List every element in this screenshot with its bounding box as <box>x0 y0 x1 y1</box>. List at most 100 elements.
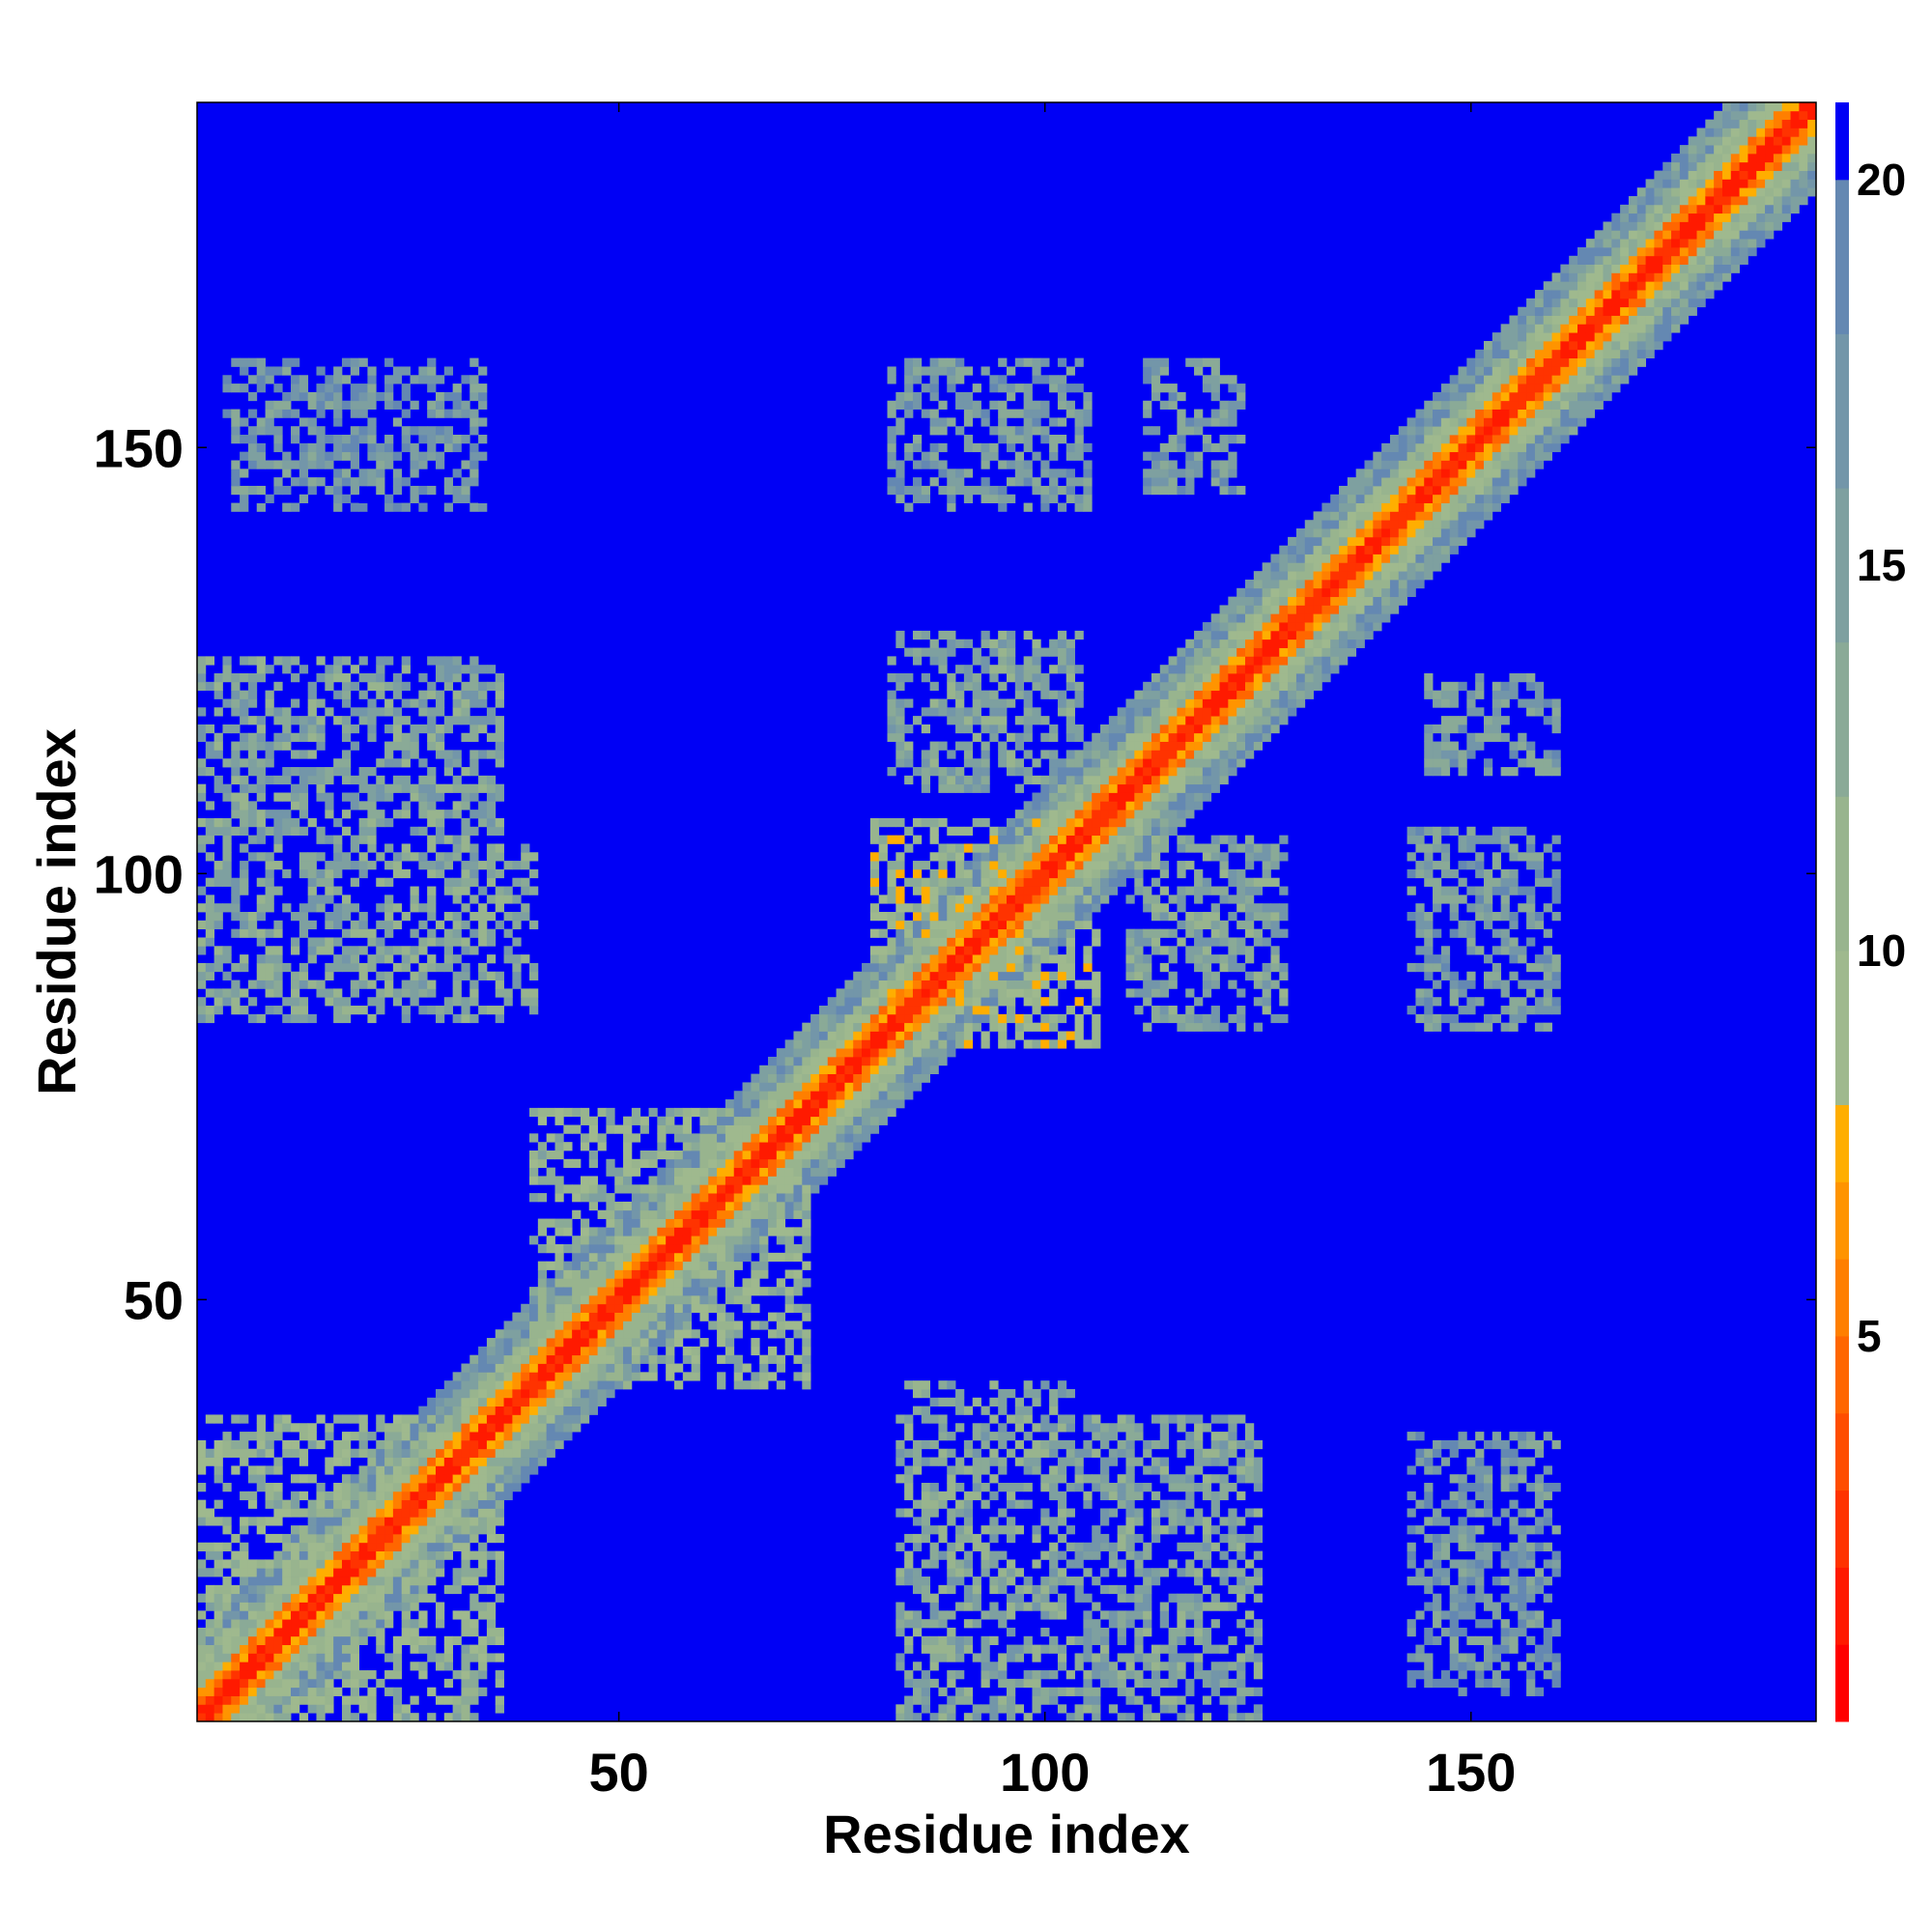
heatmap-cell <box>1040 750 1050 759</box>
heatmap-cell <box>418 1491 428 1501</box>
heatmap-cell <box>844 980 854 989</box>
heatmap-cell <box>197 1644 207 1654</box>
heatmap-cell <box>929 946 939 955</box>
heatmap-cell <box>623 1142 633 1151</box>
heatmap-cell <box>869 1099 880 1109</box>
heatmap-cell <box>921 1533 931 1544</box>
heatmap-cell <box>1057 1644 1067 1654</box>
heatmap-cell <box>1057 1568 1067 1577</box>
heatmap-cell <box>273 1559 283 1569</box>
heatmap-cell <box>862 1031 871 1040</box>
heatmap-cell <box>333 758 343 768</box>
heatmap-cell <box>912 1542 923 1551</box>
heatmap-cell <box>1057 1031 1067 1040</box>
heatmap-cell <box>844 1091 854 1100</box>
heatmap-cell <box>980 997 990 1007</box>
heatmap-cell <box>921 758 931 768</box>
heatmap-cell <box>1049 750 1059 759</box>
heatmap-cell <box>367 426 377 436</box>
heatmap-cell <box>818 1048 829 1058</box>
heatmap-cell <box>793 1278 803 1288</box>
heatmap-cell <box>495 988 504 998</box>
heatmap-cell <box>998 886 1008 895</box>
heatmap-cell <box>213 868 223 879</box>
heatmap-cell <box>537 1346 548 1356</box>
heatmap-cell <box>205 1653 215 1662</box>
heatmap-cell <box>597 1354 607 1364</box>
heatmap-cell <box>1065 469 1075 478</box>
heatmap-cell <box>247 1432 258 1441</box>
heatmap-cell <box>307 1432 317 1441</box>
heatmap-cell <box>358 928 368 938</box>
heatmap-cell <box>623 1346 633 1356</box>
heatmap-cell <box>291 1610 300 1620</box>
heatmap-cell <box>503 895 513 904</box>
heatmap-cell <box>213 1662 223 1671</box>
heatmap-cell <box>427 843 437 853</box>
heatmap-cell <box>563 1397 573 1407</box>
heatmap-cell <box>401 502 411 512</box>
heatmap-cell <box>495 716 504 725</box>
heatmap-cell <box>827 1150 837 1160</box>
heatmap-cell <box>938 937 948 947</box>
heatmap-cell <box>410 485 419 496</box>
heatmap-cell <box>247 656 258 666</box>
heatmap-cell <box>802 1082 811 1092</box>
heatmap-cell <box>1032 861 1041 870</box>
heatmap-cell <box>341 673 352 683</box>
heatmap-cell <box>410 460 419 469</box>
heatmap-cell <box>1014 1439 1025 1450</box>
heatmap-cell <box>376 852 385 862</box>
heatmap-cell <box>256 732 266 742</box>
heatmap-cell <box>751 1099 760 1109</box>
heatmap-cell <box>614 1184 624 1194</box>
heatmap-cell <box>912 767 923 777</box>
heatmap-cell <box>298 1602 309 1611</box>
heatmap-cell <box>521 1363 530 1373</box>
heatmap-cell <box>452 997 462 1007</box>
heatmap-cell <box>478 451 488 461</box>
heatmap-cell <box>998 954 1008 964</box>
heatmap-cell <box>1032 656 1041 666</box>
heatmap-cell <box>972 997 981 1007</box>
heatmap-cell <box>818 1099 829 1109</box>
heatmap-cell <box>904 1644 914 1654</box>
heatmap-cell <box>307 1602 317 1611</box>
heatmap-cell <box>614 1218 624 1228</box>
heatmap-cell <box>392 1465 403 1475</box>
heatmap-cell <box>341 1568 352 1577</box>
heatmap-cell <box>563 1380 573 1390</box>
heatmap-cell <box>282 1568 292 1577</box>
heatmap-cell <box>1049 1542 1059 1551</box>
heatmap-cell <box>367 1465 377 1475</box>
heatmap-cell <box>376 775 385 785</box>
heatmap-cell <box>1057 707 1067 717</box>
heatmap-cell <box>418 962 428 973</box>
heatmap-cell <box>887 886 896 895</box>
heatmap-cell <box>818 1116 829 1125</box>
heatmap-cell <box>205 1619 215 1629</box>
heatmap-cell <box>495 1380 504 1390</box>
heatmap-cell <box>1023 928 1033 938</box>
heatmap-cell <box>495 698 504 708</box>
heatmap-cell <box>333 1006 343 1015</box>
heatmap-cell <box>307 690 317 699</box>
heatmap-cell <box>938 852 948 862</box>
heatmap-cell <box>529 1457 539 1466</box>
heatmap-cell <box>392 1517 403 1526</box>
heatmap-cell <box>291 1550 300 1560</box>
heatmap-cell <box>980 1559 990 1569</box>
heatmap-cell <box>273 442 283 453</box>
heatmap-cell <box>469 716 479 725</box>
heatmap-cell <box>963 988 974 998</box>
heatmap-cell <box>869 1022 880 1032</box>
heatmap-cell <box>1023 1499 1033 1509</box>
heatmap-cell <box>350 1508 359 1518</box>
heatmap-cell <box>521 1439 530 1450</box>
heatmap-cell <box>963 954 974 964</box>
heatmap-cell <box>998 384 1008 393</box>
heatmap-cell <box>213 732 223 742</box>
heatmap-cell <box>759 1380 769 1390</box>
heatmap-cell <box>418 460 428 469</box>
heatmap-cell <box>929 980 939 989</box>
